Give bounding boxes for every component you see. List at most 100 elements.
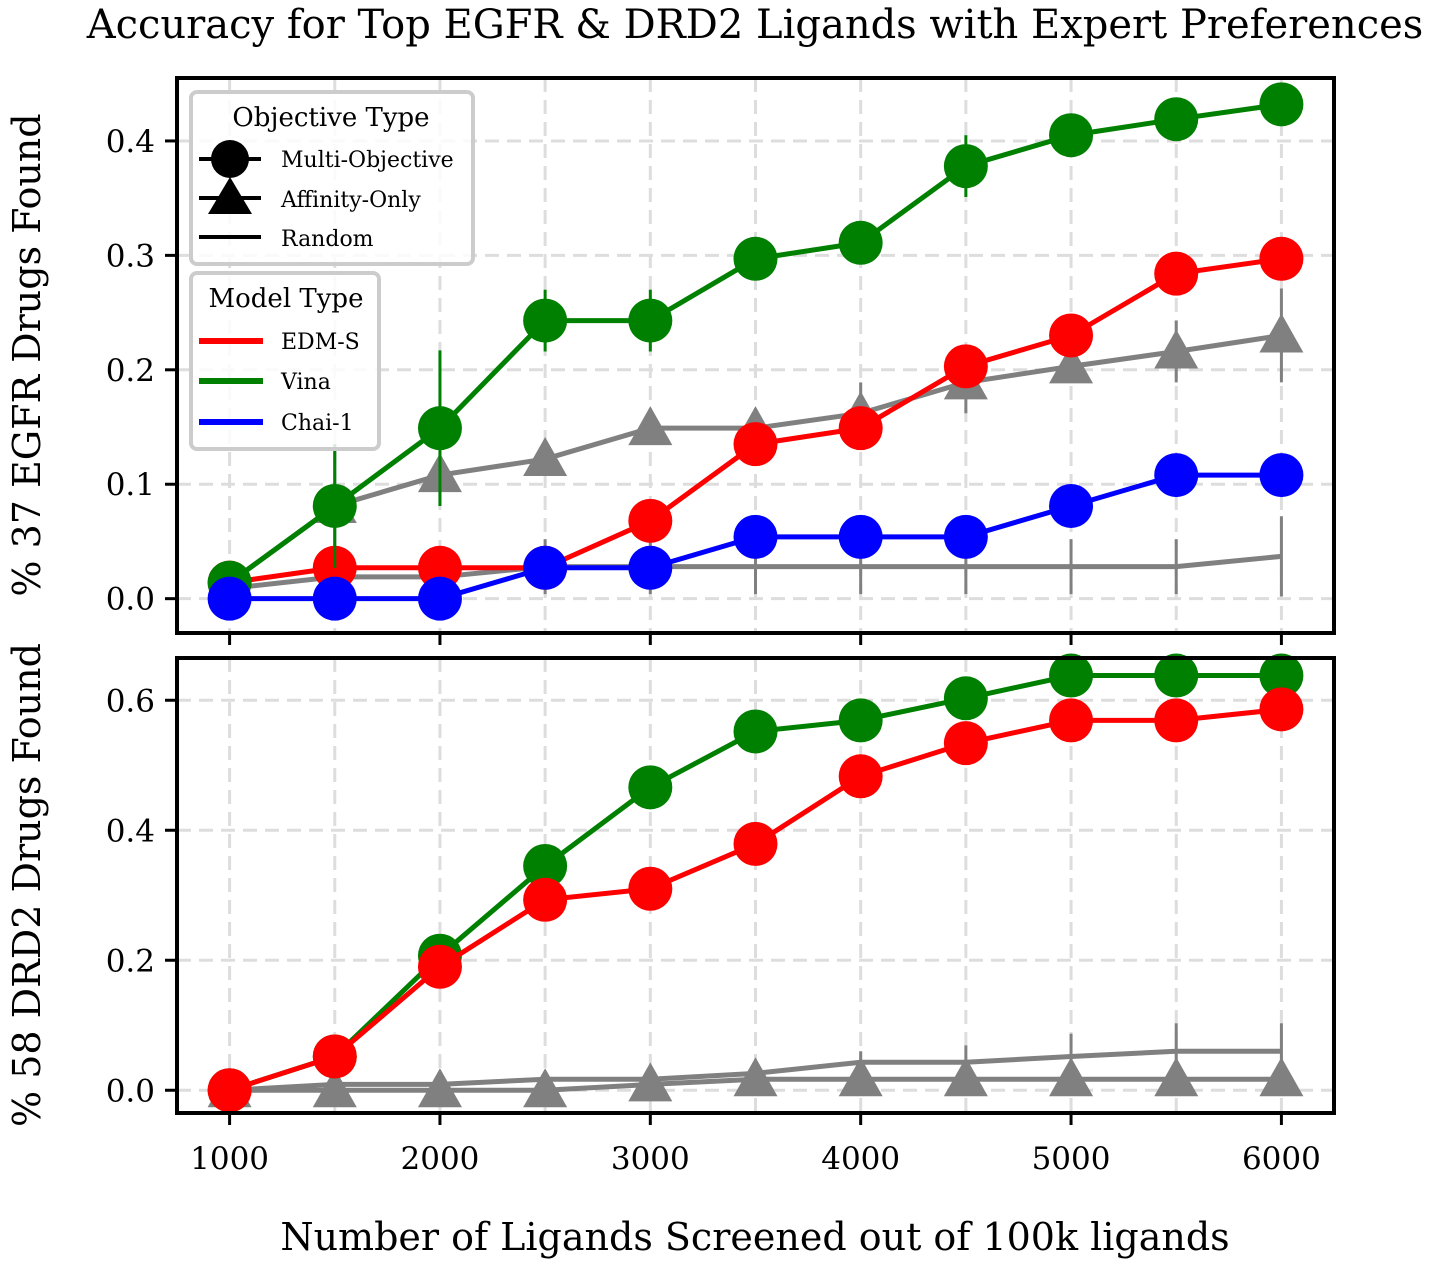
- drd2-random-line: [229, 1048, 1282, 1093]
- legend-model: Model Type EDM-S Vina Chai-1: [189, 271, 381, 451]
- egfr-y-tick-label: 0.4: [106, 124, 155, 160]
- egfr-chai-1-point: [943, 514, 988, 559]
- egfr-affinity-only-point: [1049, 344, 1094, 384]
- egfr-vina-point: [312, 483, 357, 528]
- egfr-edm-s-point: [1049, 313, 1094, 358]
- legend-label-vina: Vina: [280, 370, 331, 395]
- drd2-y-tick-label: 0.0: [106, 1073, 155, 1109]
- egfr-affinity-only-point: [628, 406, 673, 446]
- drd2-vina-point: [1154, 653, 1199, 698]
- legend-model-box: [189, 271, 381, 451]
- drd2-panel: 0.0 0.2 0.4 0.6 1000 2000 3000 4000 5000 6000 % …: [5, 643, 1336, 1177]
- chart-title: Accuracy for Top EGFR & DRD2 Ligands wit…: [86, 2, 1424, 48]
- egfr-y-axis-label: % 37 EGFR Drugs Found: [5, 113, 49, 596]
- egfr-chai-1-point: [1259, 453, 1304, 498]
- drd2-y-tick-label: 0.2: [106, 943, 155, 979]
- drd2-y-tick-label: 0.4: [106, 813, 155, 849]
- egfr-chai-1-point: [1049, 483, 1094, 528]
- egfr-series: [207, 82, 1304, 621]
- egfr-y-tick-label: 0.1: [106, 467, 155, 503]
- drd2-edm-s-point: [207, 1068, 252, 1113]
- legend-item-affinity-only: Affinity-Only: [199, 177, 421, 214]
- legend-label-chai-1: Chai-1: [281, 411, 354, 436]
- egfr-edm-s-point: [417, 545, 462, 590]
- drd2-y-axis-label: % 58 DRD2 Drugs Found: [5, 643, 49, 1127]
- egfr-chai-1-point: [838, 514, 883, 559]
- egfr-edm-s-point: [1259, 236, 1304, 281]
- egfr-chai-1-point: [417, 576, 462, 621]
- drd2-y-ticks: 0.0 0.2 0.4 0.6: [106, 683, 177, 1109]
- drd2-vina-point: [733, 709, 778, 754]
- drd2-edm-s-point: [312, 1034, 357, 1079]
- egfr-chai-1-point: [312, 576, 357, 621]
- egfr-edm-s-point: [1154, 251, 1199, 296]
- egfr-vina-point: [523, 298, 568, 343]
- egfr-plot-frame: [175, 76, 1336, 635]
- drd2-edm-s-point: [733, 821, 778, 866]
- egfr-vina-point: [628, 298, 673, 343]
- drd2-edm-s-point: [838, 754, 883, 799]
- egfr-chai-1-point: [523, 545, 568, 590]
- egfr-y-ticks: 0.0 0.1 0.2 0.3 0.4: [106, 124, 1283, 645]
- drd2-y-tick-label: 0.6: [106, 683, 155, 719]
- egfr-affinity-only-point: [1259, 313, 1304, 353]
- drd2-edm-s-point: [943, 721, 988, 766]
- drd2-edm-s-point: [628, 866, 673, 911]
- drd2-vina-point: [628, 765, 673, 810]
- egfr-series-chai-1: [207, 453, 1304, 621]
- drd2-vina-point: [838, 698, 883, 743]
- legend-model-title: Model Type: [209, 284, 364, 314]
- drd2-affinity-only-point: [417, 1068, 462, 1108]
- x-tick-label: 1000: [190, 1141, 269, 1177]
- x-tick-label: 3000: [611, 1141, 690, 1177]
- drd2-vina-point: [1259, 653, 1304, 698]
- drd2-edm-s-point: [1259, 687, 1304, 732]
- x-tick-label: 2000: [401, 1141, 480, 1177]
- egfr-vina-point: [733, 236, 778, 281]
- egfr-vina-point: [417, 406, 462, 451]
- egfr-affinity-only-point: [1154, 329, 1199, 369]
- egfr-y-tick-label: 0.0: [106, 582, 155, 618]
- legend-objective: Objective Type Multi-Objective Affinity-…: [189, 90, 475, 266]
- drd2-series: [207, 653, 1304, 1113]
- drd2-series-edm-s: [207, 687, 1304, 1113]
- egfr-chai-1-point: [207, 576, 252, 621]
- legend-objective-title: Objective Type: [232, 103, 429, 133]
- egfr-chai-1-point: [733, 514, 778, 559]
- egfr-vina-point: [838, 220, 883, 265]
- x-tick-label: 6000: [1242, 1141, 1321, 1177]
- drd2-edm-s-point: [417, 944, 462, 989]
- drd2-affinity-only-point: [733, 1057, 778, 1097]
- legend-label-edm-s: EDM-S: [281, 330, 360, 355]
- egfr-y-tick-label: 0.3: [106, 238, 155, 274]
- egfr-y-tick-label: 0.2: [106, 353, 155, 389]
- drd2-plot-frame: [175, 656, 1336, 1115]
- legend-label-random: Random: [281, 227, 374, 252]
- legend-label-multi-objective: Multi-Objective: [281, 148, 454, 173]
- x-ticks: 1000 2000 3000 4000 5000 6000: [190, 1113, 1321, 1177]
- egfr-edm-s-point: [838, 406, 883, 451]
- egfr-edm-s-point: [628, 498, 673, 543]
- drd2-affinity-only-point: [312, 1068, 357, 1108]
- legend-triangle-icon: [208, 177, 252, 214]
- drd2-vina-point: [943, 676, 988, 721]
- drd2-affinity-only-point: [523, 1068, 568, 1108]
- egfr-edm-s-point: [943, 344, 988, 389]
- egfr-chai-1-point: [1154, 453, 1199, 498]
- x-tick-label: 5000: [1032, 1141, 1111, 1177]
- legend-objective-box: [189, 90, 475, 266]
- legend-circle-icon: [211, 140, 249, 178]
- drd2-edm-s-point: [1154, 698, 1199, 743]
- drd2-series-random: [229, 1023, 1283, 1093]
- egfr-vina-point: [1049, 113, 1094, 158]
- egfr-panel: 0.0 0.1 0.2 0.3 0.4 % 37 EGFR Drugs Found: [5, 76, 1336, 645]
- egfr-edm-s-point: [733, 422, 778, 467]
- x-axis-label: Number of Ligands Screened out of 100k l…: [280, 1215, 1229, 1259]
- drd2-edm-s-point: [523, 877, 568, 922]
- drd2-affinity-only-point: [838, 1057, 883, 1097]
- egfr-vina-point: [943, 144, 988, 189]
- egfr-vina-point: [1154, 97, 1199, 142]
- drd2-vina-point: [523, 844, 568, 888]
- egfr-vina-point: [1259, 82, 1304, 127]
